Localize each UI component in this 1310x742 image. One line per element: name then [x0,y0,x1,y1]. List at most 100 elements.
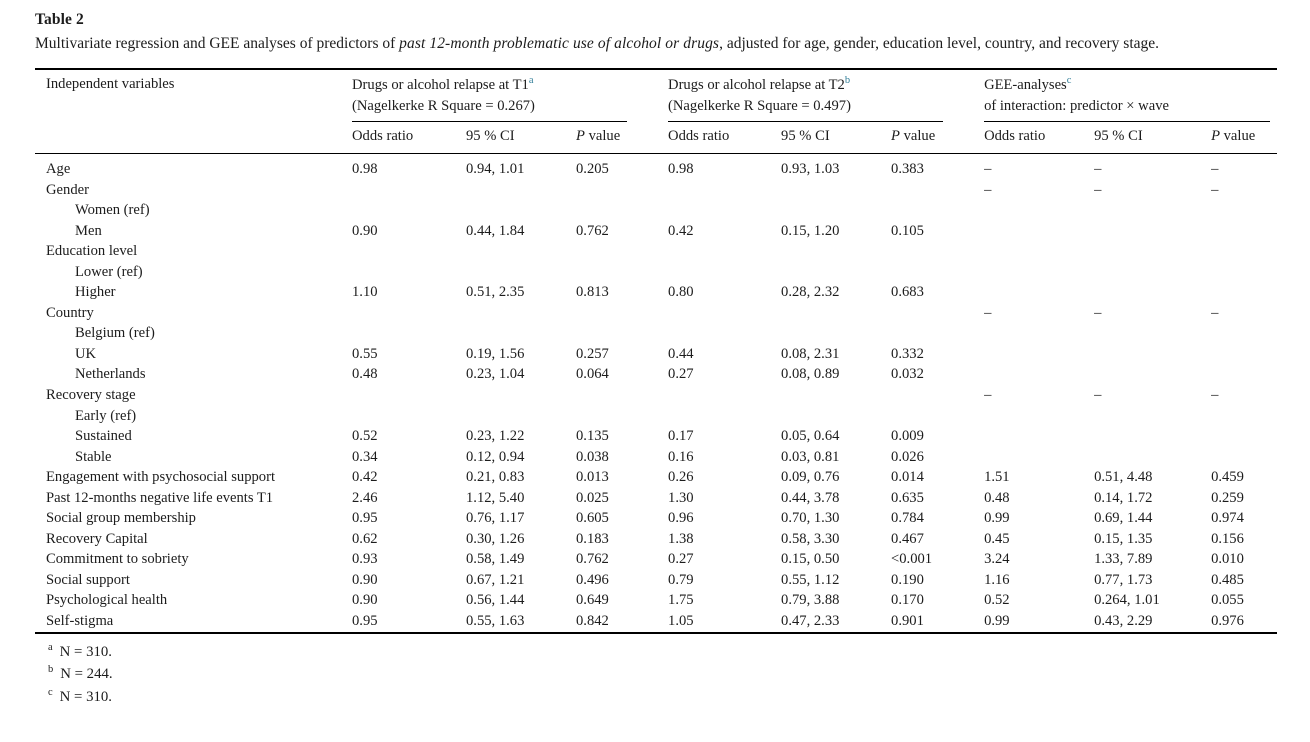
cell [352,323,466,344]
cell: 0.48 [352,366,378,383]
table-row: Education level [35,241,1277,262]
cell: – [984,387,992,404]
table-row: Higher 1.10 0.51, 2.35 0.813 0.80 0.28, 2.32 0… [35,282,1277,303]
cell [781,200,891,221]
cell [576,241,668,262]
cell: <0.001 [891,551,933,568]
cell [1211,221,1277,242]
cell: 0.14, 1.72 [1094,489,1153,506]
cell: 0.459 [1211,469,1244,486]
cell: 0.55, 1.12 [781,571,840,588]
cell: 0.383 [891,161,924,177]
header-group-row: Independent variables Drugs or alcohol re… [35,69,1277,154]
cell: 0.44, 3.78 [781,489,840,506]
cell [352,406,466,427]
col-header: P value [1211,122,1278,154]
cell [466,406,576,427]
cell: 0.15, 1.35 [1094,530,1153,547]
cell: 0.96 [668,510,694,527]
cell: 0.21, 0.83 [466,469,525,486]
cell [984,200,1094,221]
footnote-text: N = 310. [59,643,112,660]
row-label: Belgium (ref) [75,325,155,342]
cell: 0.58, 3.30 [781,530,840,547]
column-group-header: Drugs or alcohol relapse at T1a (Nagelker… [352,69,668,122]
cell: 0.784 [891,510,924,527]
cell: 0.156 [1211,530,1244,547]
cell: 0.79, 3.88 [781,592,840,609]
cell: 1.75 [668,592,694,609]
cell [781,262,891,283]
footnote-marker-b: b [844,75,851,87]
caption-italic-phrase: past 12-month problematic use of alcohol… [399,35,720,52]
cell [466,262,576,283]
table-row: Sustained 0.52 0.23, 1.22 0.135 0.17 0.05, 0.… [35,426,1277,447]
cell: 0.77, 1.73 [1094,571,1153,588]
col-header: Odds ratio [352,122,466,154]
cell [576,180,668,201]
cell [1211,200,1277,221]
col-header: 95 % CI [781,122,892,154]
table-row: Lower (ref) [35,262,1277,283]
cell: 0.009 [891,428,924,445]
cell: 0.05, 0.64 [781,428,840,445]
cell [891,241,984,262]
cell [781,180,891,201]
cell: 0.259 [1211,489,1244,506]
table-row: Early (ref) [35,406,1277,427]
cell: 0.30, 1.26 [466,530,525,547]
cell [781,406,891,427]
cell [781,303,891,324]
cell: 0.055 [1211,592,1244,609]
cell [352,200,466,221]
cell: 0.762 [576,222,609,239]
cell [1094,344,1211,365]
table-body: Age 0.98 0.94, 1.01 0.205 0.98 0.93, 1.03 0.38… [35,154,1277,633]
cell: 0.94, 1.01 [466,161,525,177]
footnotes: a N = 310. b N = 244. c N = 310. [35,641,1280,709]
cell: – [1094,387,1102,404]
first-col-header: Independent variables [35,69,352,154]
column-group-title: GEE-analysesc of interaction: predictor ×… [984,70,1271,122]
cell: 0.842 [576,613,609,630]
cell [781,323,891,344]
cell [1211,406,1277,427]
cell [984,344,1094,365]
cell: 1.30 [668,489,694,506]
row-label: Sustained [75,428,132,445]
cell: 0.27 [668,366,694,383]
cell: 0.105 [891,222,924,239]
cell: 0.013 [576,469,609,486]
footnote-marker-b: b [48,664,54,676]
cell: 0.99 [984,510,1010,527]
cell: 1.33, 7.89 [1094,551,1153,568]
cell [984,323,1094,344]
cell: 0.496 [576,571,609,588]
cell: – [984,181,992,198]
row-label: Self-stigma [46,613,114,630]
table-row: Belgium (ref) [35,323,1277,344]
table-header: Independent variables Drugs or alcohol re… [35,69,1278,154]
table-row: Social group membership 0.95 0.76, 1.17 0.6… [35,508,1277,529]
cell: 0.80 [668,284,694,301]
cell: – [984,304,992,321]
col-header: P value [891,122,985,154]
footnote: b N = 244. [48,663,1280,686]
cell: 0.26 [668,469,694,486]
cell [1211,447,1277,468]
group-title-line1: Drugs or alcohol relapse at T1a [352,75,627,96]
cell: 0.51, 2.35 [466,284,525,301]
cell: 0.010 [1211,551,1244,568]
cell [1094,262,1211,283]
cell [576,323,668,344]
cell: 0.55 [352,345,378,362]
cell [668,385,781,406]
cell: 0.813 [576,284,609,301]
table-row: Women (ref) [35,200,1277,221]
table-row: Stable 0.34 0.12, 0.94 0.038 0.16 0.03, 0.81 0… [35,447,1277,468]
cell: 0.026 [891,448,924,465]
cell: 0.98 [668,161,694,177]
cell: 1.12, 5.40 [466,489,525,506]
cell: 0.257 [576,345,609,362]
table-label: Table 2 [35,11,84,28]
